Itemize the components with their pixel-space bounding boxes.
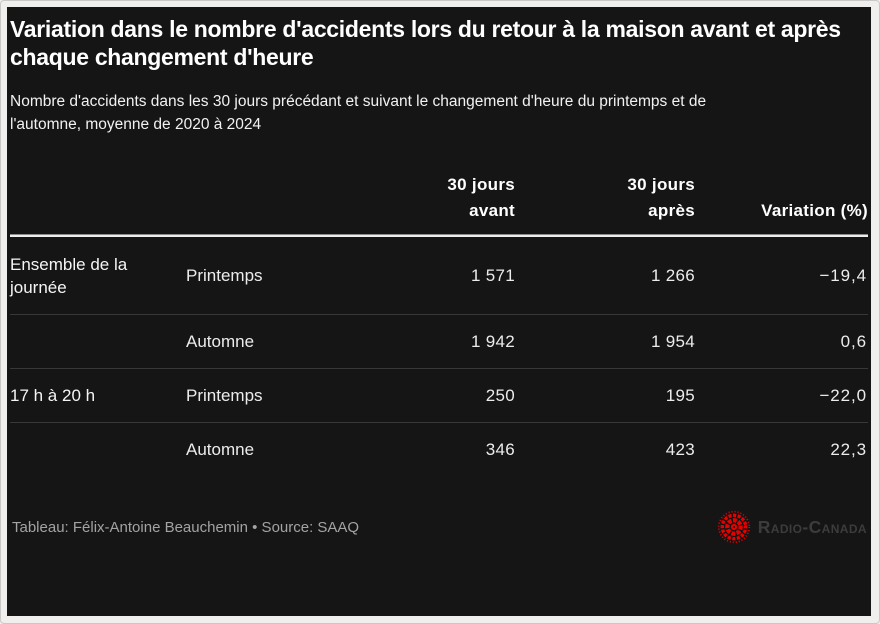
table-row: Ensemble de la journée Printemps 1 571 1… <box>10 237 868 314</box>
cell-before: 250 <box>485 385 515 405</box>
row-season-label: Printemps <box>186 385 263 405</box>
cell-variation: 0,6 <box>840 331 867 351</box>
column-header-before: 30 jours avant <box>447 175 515 220</box>
cell-variation: 22,3 <box>830 439 867 459</box>
row-group-label: 17 h à 20 h <box>10 386 96 405</box>
row-season-label: Automne <box>186 439 255 459</box>
radio-canada-gem-icon <box>717 510 750 544</box>
table-row: 17 h à 20 h Printemps 250 195 −22,0 <box>10 368 868 422</box>
cell-after: 195 <box>665 385 695 405</box>
cell-before: 346 <box>485 439 515 459</box>
header-divider <box>10 234 868 237</box>
table-card: Variation dans le nombre d'accidents lor… <box>7 7 871 616</box>
chart-title: Variation dans le nombre d'accidents lor… <box>10 16 841 70</box>
data-table: 30 jours avant 30 jours après Variation … <box>10 156 868 476</box>
cell-before: 1 571 <box>470 265 515 285</box>
cell-variation: −22,0 <box>819 385 867 405</box>
table-row: Automne 1 942 1 954 0,6 <box>10 314 868 368</box>
cell-after: 1 954 <box>650 331 695 351</box>
row-season-label: Printemps <box>186 265 263 285</box>
footer: Tableau: Félix-Antoine Beauchemin • Sour… <box>10 510 868 544</box>
column-header-after: 30 jours après <box>627 175 695 220</box>
column-header-variation: Variation (%) <box>761 201 868 220</box>
table-row: Automne 346 423 22,3 <box>10 422 868 476</box>
source-credit: Tableau: Félix-Antoine Beauchemin • Sour… <box>12 518 360 536</box>
table-header-row: 30 jours avant 30 jours après Variation … <box>10 156 868 234</box>
row-season-label: Automne <box>186 331 255 351</box>
radio-canada-logo: Radio-Canada <box>717 510 867 544</box>
row-group-label: Ensemble de la journée <box>10 254 128 297</box>
chart-subtitle: Nombre d'accidents dans les 30 jours pré… <box>10 93 707 133</box>
cell-variation: −19,4 <box>819 265 867 285</box>
radio-canada-wordmark: Radio-Canada <box>757 516 867 537</box>
cell-before: 1 942 <box>470 331 515 351</box>
cell-after: 1 266 <box>650 265 695 285</box>
cell-after: 423 <box>665 439 695 459</box>
